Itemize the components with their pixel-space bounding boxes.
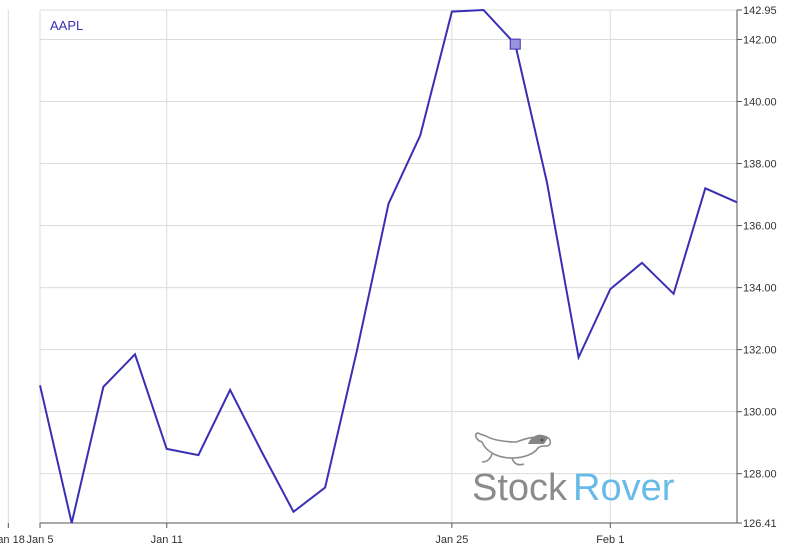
dog-icon [474, 432, 552, 466]
y-tick-label: 138.00 [743, 159, 777, 171]
x-tick-label: Feb 1 [596, 534, 624, 546]
x-tick-label: Jan 5 [27, 534, 54, 546]
grid [7, 9, 737, 524]
watermark-stock: Stock [472, 467, 568, 509]
y-tick-label: 132.00 [743, 345, 777, 357]
series-group [39, 8, 738, 524]
x-tick-label: Jan 18 [0, 534, 25, 546]
y-tick-label: 126.41 [743, 518, 777, 530]
y-tick-label: 142.00 [743, 34, 777, 46]
series-label: AAPL [50, 18, 83, 33]
y-tick-label: 130.00 [743, 407, 777, 419]
y-tick-label: 128.00 [743, 469, 777, 481]
y-tick-label: 142.95 [743, 5, 777, 17]
x-tick-label: Jan 25 [435, 534, 468, 546]
y-tick-label: 140.00 [743, 96, 777, 108]
series-line-aapl [39, 8, 738, 524]
y-tick-label: 134.00 [743, 283, 777, 295]
x-tick-label: Jan 11 [151, 534, 183, 546]
highlight-marker[interactable] [509, 38, 521, 50]
watermark-rover: Rover [573, 467, 675, 509]
axes: 142.95 142.00 140.00 138.00 136.00 134.00 132.… [0, 5, 777, 546]
y-tick-label: 136.00 [743, 221, 777, 233]
watermark: Stock Rover [472, 432, 675, 509]
